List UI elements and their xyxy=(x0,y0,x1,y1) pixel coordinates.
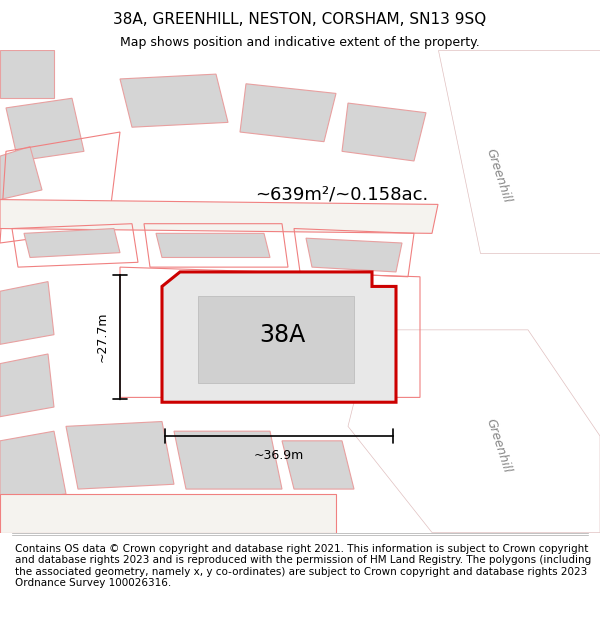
Polygon shape xyxy=(24,229,120,258)
Text: Greenhill: Greenhill xyxy=(483,417,513,474)
Text: 38A: 38A xyxy=(259,322,305,347)
Polygon shape xyxy=(438,50,600,252)
Polygon shape xyxy=(0,282,54,344)
Polygon shape xyxy=(162,272,396,402)
Polygon shape xyxy=(306,238,402,272)
Polygon shape xyxy=(0,50,54,98)
Text: Map shows position and indicative extent of the property.: Map shows position and indicative extent… xyxy=(120,36,480,49)
Text: Greenhill: Greenhill xyxy=(483,147,513,204)
Text: ~639m²/~0.158ac.: ~639m²/~0.158ac. xyxy=(256,186,428,204)
Text: 38A, GREENHILL, NESTON, CORSHAM, SN13 9SQ: 38A, GREENHILL, NESTON, CORSHAM, SN13 9S… xyxy=(113,12,487,28)
Polygon shape xyxy=(0,199,438,233)
Polygon shape xyxy=(240,84,336,142)
Polygon shape xyxy=(0,354,54,417)
Polygon shape xyxy=(0,494,336,532)
Polygon shape xyxy=(282,441,354,489)
Polygon shape xyxy=(66,421,174,489)
Polygon shape xyxy=(0,146,42,199)
Text: Contains OS data © Crown copyright and database right 2021. This information is : Contains OS data © Crown copyright and d… xyxy=(15,544,591,588)
Polygon shape xyxy=(0,431,66,504)
Polygon shape xyxy=(342,103,426,161)
Text: ~36.9m: ~36.9m xyxy=(254,449,304,462)
Polygon shape xyxy=(174,431,282,489)
Polygon shape xyxy=(198,296,354,383)
Polygon shape xyxy=(348,330,600,532)
Polygon shape xyxy=(6,98,84,161)
Polygon shape xyxy=(120,74,228,128)
Text: ~27.7m: ~27.7m xyxy=(95,312,109,362)
Polygon shape xyxy=(156,233,270,258)
